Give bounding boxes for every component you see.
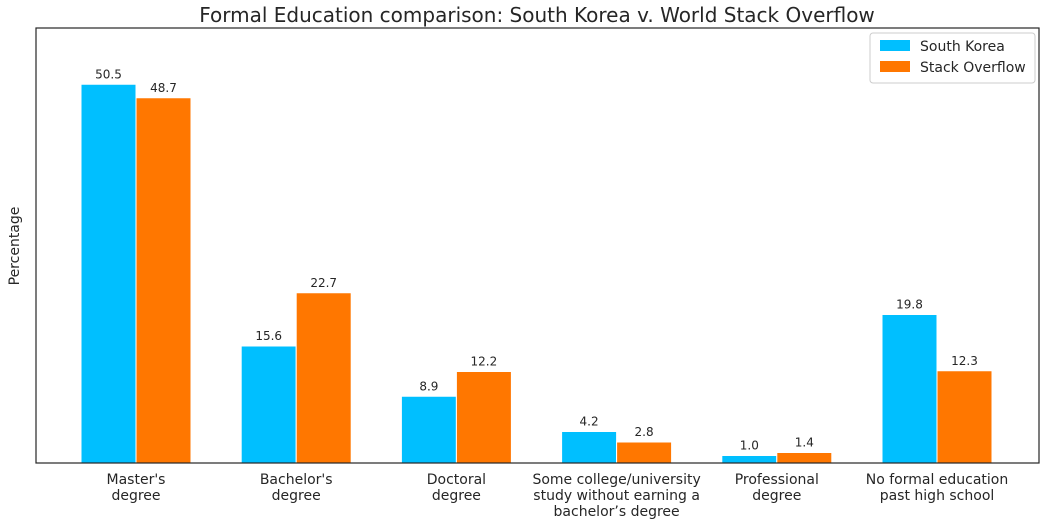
- legend-box: [869, 32, 1036, 84]
- legend-swatch-stack-overflow: [880, 61, 910, 72]
- bar-stack-overflow-2: [455, 371, 512, 464]
- bar-south-korea-5: [881, 314, 938, 464]
- bar-south-korea-2: [400, 395, 457, 464]
- legend-label-south-korea: South Korea: [920, 39, 1005, 55]
- bar-stack-overflow-3: [616, 441, 673, 464]
- bars-group: [80, 83, 993, 464]
- x-tick-labels-group: Master's degree Bachelor's degree Doctoral de…: [107, 472, 1009, 520]
- bar-south-korea-4: [721, 455, 778, 464]
- data-label-south-korea-5: 19.8: [896, 298, 923, 312]
- data-label-south-korea-3: 4.2: [580, 415, 599, 429]
- plot-frame: [35, 27, 1040, 464]
- data-label-south-korea-4: 1.0: [740, 439, 759, 453]
- legend: South Korea Stack Overflow: [869, 32, 1036, 84]
- x-tick-label-5: No formal education past high school: [866, 472, 1009, 504]
- bar-stack-overflow-5: [936, 370, 993, 464]
- data-label-south-korea-0: 50.5: [95, 67, 122, 81]
- legend-label-stack-overflow: Stack Overflow: [920, 60, 1026, 76]
- x-tick-label-2: Doctoral degree: [427, 472, 486, 504]
- bar-stack-overflow-0: [135, 97, 192, 464]
- bar-south-korea-0: [80, 83, 137, 464]
- data-label-south-korea-2: 8.9: [419, 379, 438, 393]
- legend-swatch-south-korea: [880, 40, 910, 51]
- data-label-stack-overflow-1: 22.7: [310, 276, 337, 290]
- data-label-stack-overflow-0: 48.7: [150, 81, 177, 95]
- data-label-stack-overflow-3: 2.8: [635, 425, 654, 439]
- chart-title: Formal Education comparison: South Korea…: [199, 3, 875, 27]
- data-label-stack-overflow-2: 12.2: [471, 355, 498, 369]
- data-label-stack-overflow-5: 12.3: [951, 354, 978, 368]
- data-label-south-korea-1: 15.6: [255, 329, 282, 343]
- bar-stack-overflow-4: [776, 452, 833, 464]
- data-label-stack-overflow-4: 1.4: [795, 436, 814, 450]
- data-labels-group: 50.5 48.7 15.6 22.7 8.9 12.2 4.2 2.8 1.0 1.4 19.8 1…: [95, 67, 978, 452]
- bar-south-korea-1: [240, 345, 297, 464]
- x-tick-label-3: Some college/university study without ear…: [532, 472, 700, 520]
- x-tick-label-0: Master's degree: [107, 472, 166, 504]
- bar-stack-overflow-1: [295, 292, 352, 464]
- x-tick-label-1: Bachelor's degree: [260, 472, 333, 504]
- x-tick-label-4: Professional degree: [735, 472, 819, 504]
- y-axis-label: Percentage: [7, 207, 23, 286]
- bar-south-korea-3: [561, 431, 618, 464]
